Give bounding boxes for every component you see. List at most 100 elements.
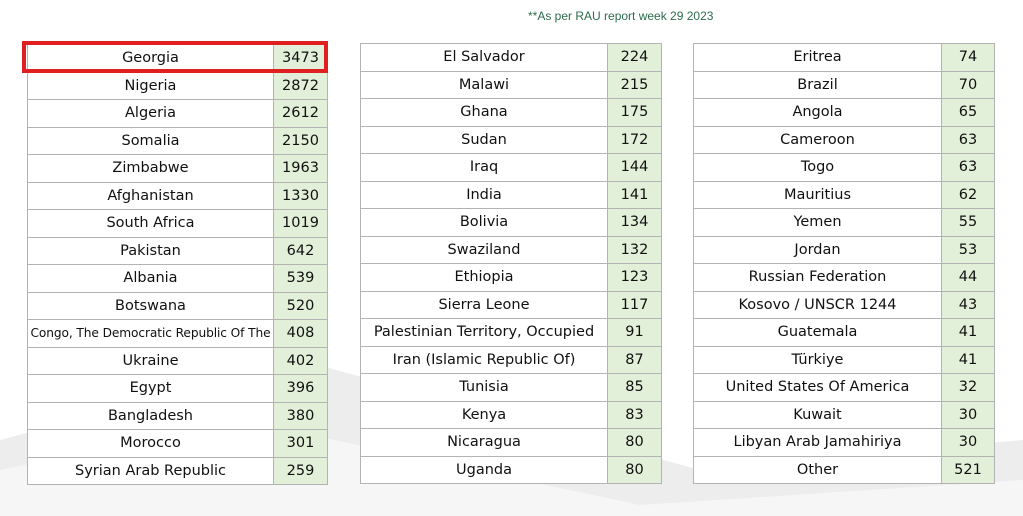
country-name-cell: United States Of America	[693, 373, 942, 402]
table-row: Ghana 175	[360, 98, 662, 127]
table-row: Guatemala 41	[693, 318, 995, 347]
count-value-cell: 62	[941, 180, 995, 209]
count-value-cell: 380	[273, 401, 328, 430]
table-row: El Salvador 224	[360, 43, 662, 72]
count-value-cell: 30	[941, 428, 995, 457]
table-row: Kenya 83	[360, 400, 662, 429]
count-value-cell: 65	[941, 98, 995, 127]
country-name-cell: El Salvador	[360, 43, 608, 72]
country-name-cell: Ukraine	[27, 346, 274, 375]
country-name-cell: Somalia	[27, 126, 274, 155]
count-value-cell: 30	[941, 400, 995, 429]
table-row: Jordan 53	[693, 235, 995, 264]
count-value-cell: 521	[941, 455, 995, 484]
country-name-cell: Mauritius	[693, 180, 942, 209]
count-value-cell: 402	[273, 346, 328, 375]
table-row: Iran (Islamic Republic Of) 87	[360, 345, 662, 374]
count-value-cell: 2872	[273, 71, 328, 100]
count-value-cell: 123	[607, 263, 662, 292]
country-name-cell: Palestinian Territory, Occupied	[360, 318, 608, 347]
country-name-cell: Brazil	[693, 70, 942, 99]
table-row: Togo 63	[693, 153, 995, 182]
count-value-cell: 32	[941, 373, 995, 402]
table-row: Nicaragua 80	[360, 428, 662, 457]
count-value-cell: 520	[273, 291, 328, 320]
table-row: Albania 539	[27, 264, 328, 293]
table-row: Algeria 2612	[27, 99, 328, 128]
country-name-cell: Angola	[693, 98, 942, 127]
country-table-2: El Salvador 224 Malawi 215 Ghana 175 Sudan 172 I…	[360, 43, 662, 484]
count-value-cell: 2612	[273, 99, 328, 128]
count-value-cell: 3473	[273, 44, 328, 73]
count-value-cell: 80	[607, 428, 662, 457]
country-name-cell: Swaziland	[360, 235, 608, 264]
table-row: Morocco 301	[27, 429, 328, 458]
count-value-cell: 1019	[273, 209, 328, 238]
count-value-cell: 396	[273, 374, 328, 403]
country-name-cell: Yemen	[693, 208, 942, 237]
count-value-cell: 85	[607, 373, 662, 402]
table-row: Bangladesh 380	[27, 401, 328, 430]
count-value-cell: 1330	[273, 181, 328, 210]
count-value-cell: 132	[607, 235, 662, 264]
count-value-cell: 215	[607, 70, 662, 99]
country-name-cell: Morocco	[27, 429, 274, 458]
country-name-cell: Iraq	[360, 153, 608, 182]
count-value-cell: 44	[941, 263, 995, 292]
country-name-cell: Albania	[27, 264, 274, 293]
table-row: Sudan 172	[360, 125, 662, 154]
count-value-cell: 134	[607, 208, 662, 237]
country-name-cell: Eritrea	[693, 43, 942, 72]
table-row: South Africa 1019	[27, 209, 328, 238]
country-name-cell: Jordan	[693, 235, 942, 264]
table-row: Brazil 70	[693, 70, 995, 99]
table-row: Georgia 3473	[27, 44, 328, 73]
count-value-cell: 80	[607, 455, 662, 484]
country-name-cell: Syrian Arab Republic	[27, 456, 274, 485]
country-name-cell: Tunisia	[360, 373, 608, 402]
country-name-cell: Egypt	[27, 374, 274, 403]
country-table-3: Eritrea 74 Brazil 70 Angola 65 Cameroon 63 Togo 6…	[693, 43, 995, 484]
count-value-cell: 74	[941, 43, 995, 72]
country-table-1: Georgia 3473 Nigeria 2872 Algeria 2612 Somalia…	[27, 44, 328, 485]
table-row: Bolivia 134	[360, 208, 662, 237]
table-row: Türkiye 41	[693, 345, 995, 374]
count-value-cell: 1963	[273, 154, 328, 183]
table-row: Afghanistan 1330	[27, 181, 328, 210]
table-row: Kuwait 30	[693, 400, 995, 429]
table-row: Iraq 144	[360, 153, 662, 182]
count-value-cell: 55	[941, 208, 995, 237]
table-row: Ukraine 402	[27, 346, 328, 375]
table-row: Mauritius 62	[693, 180, 995, 209]
count-value-cell: 301	[273, 429, 328, 458]
country-name-cell: Togo	[693, 153, 942, 182]
table-row: Yemen 55	[693, 208, 995, 237]
country-name-cell: Other	[693, 455, 942, 484]
country-name-cell: Pakistan	[27, 236, 274, 265]
country-name-cell: Sierra Leone	[360, 290, 608, 319]
country-name-cell: Uganda	[360, 455, 608, 484]
table-row: Russian Federation 44	[693, 263, 995, 292]
table-row: Botswana 520	[27, 291, 328, 320]
table-row: Eritrea 74	[693, 43, 995, 72]
count-value-cell: 539	[273, 264, 328, 293]
table-row: Malawi 215	[360, 70, 662, 99]
table-row: Tunisia 85	[360, 373, 662, 402]
country-name-cell: Ghana	[360, 98, 608, 127]
table-row: Cameroon 63	[693, 125, 995, 154]
table-row: Congo, The Democratic Republic Of The 408	[27, 319, 328, 348]
country-name-cell: Iran (Islamic Republic Of)	[360, 345, 608, 374]
table-row: Sierra Leone 117	[360, 290, 662, 319]
country-name-cell: South Africa	[27, 209, 274, 238]
table-row: Syrian Arab Republic 259	[27, 456, 328, 485]
country-name-cell: Ethiopia	[360, 263, 608, 292]
table-row: Uganda 80	[360, 455, 662, 484]
count-value-cell: 41	[941, 345, 995, 374]
count-value-cell: 141	[607, 180, 662, 209]
country-name-cell: Georgia	[27, 44, 274, 73]
country-name-cell: Guatemala	[693, 318, 942, 347]
table-row: Other 521	[693, 455, 995, 484]
country-name-cell: Nigeria	[27, 71, 274, 100]
count-value-cell: 642	[273, 236, 328, 265]
table-row: Ethiopia 123	[360, 263, 662, 292]
